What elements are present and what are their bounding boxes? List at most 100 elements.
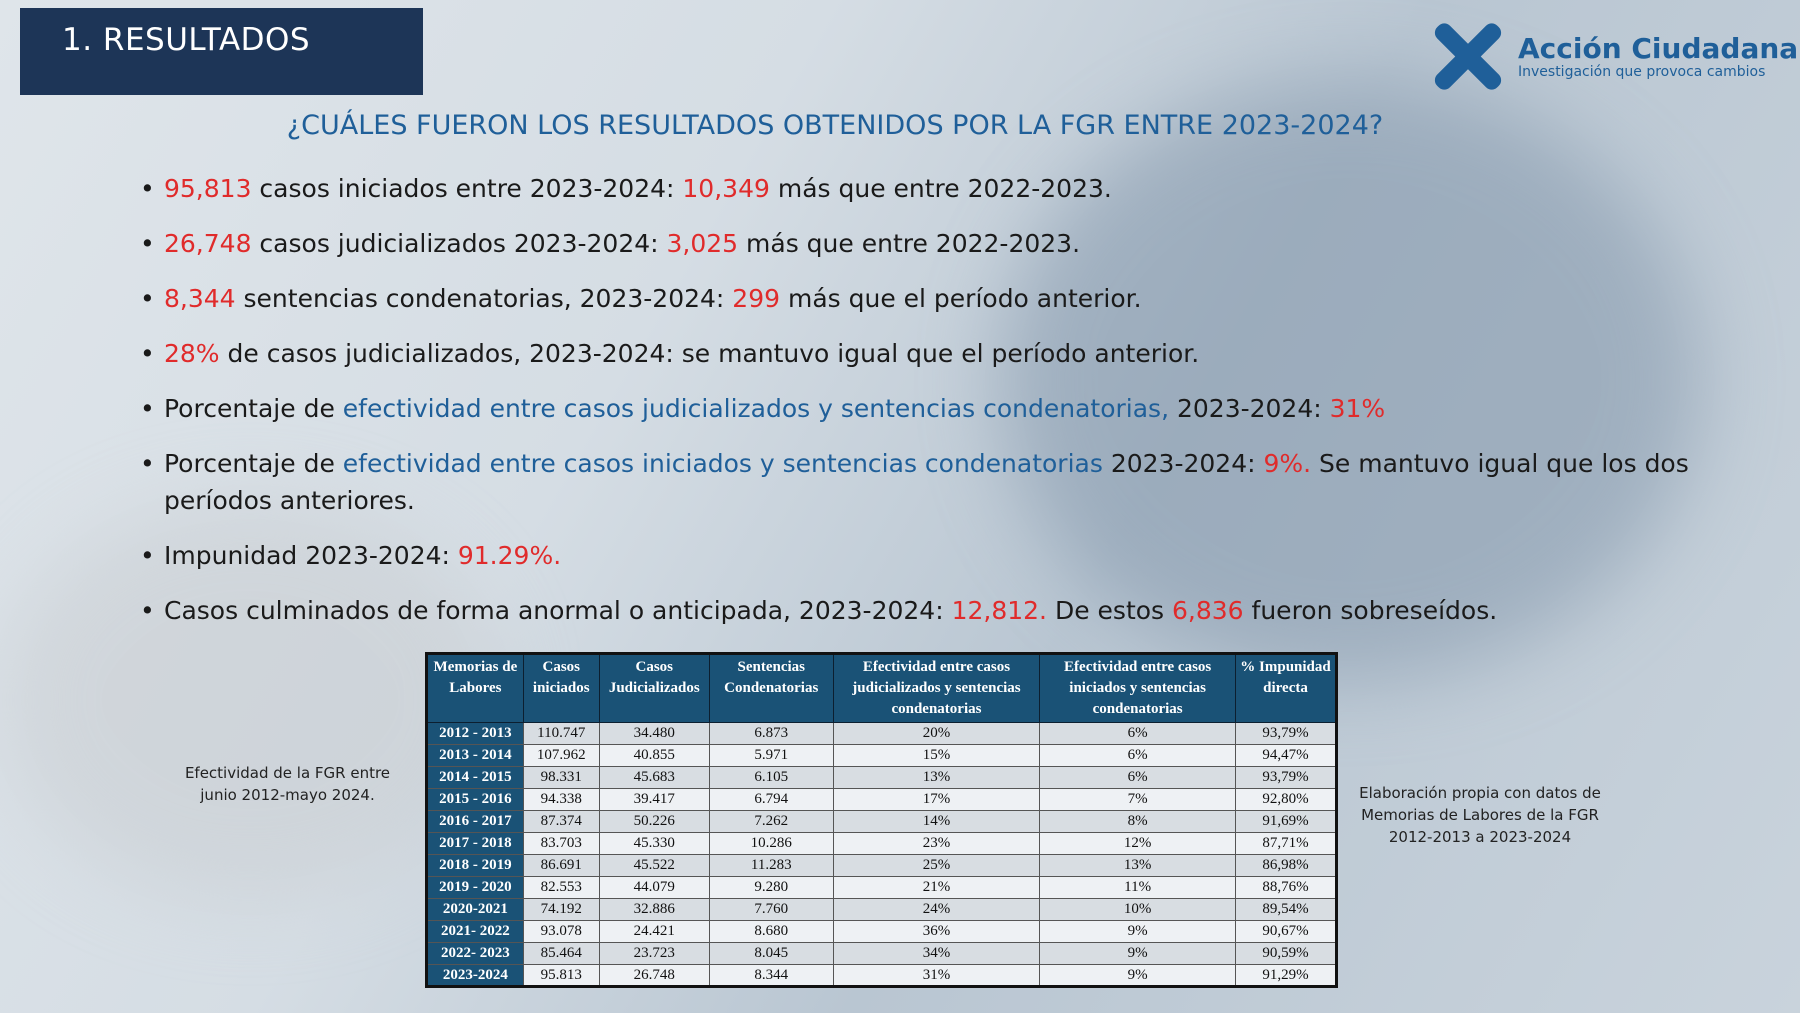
table-cell: 98.331 — [522, 766, 600, 789]
table-cell: 91,29% — [1235, 964, 1337, 987]
table-row: 2015 - 2016 94.338 39.417 6.794 17% 7% 92,80% — [426, 788, 1337, 811]
table-cell: 45.330 — [598, 832, 710, 855]
text: 2023-2024: — [1102, 449, 1264, 478]
highlight: efectividad entre casos judicializados y… — [342, 394, 1170, 423]
table-cell: 94,47% — [1235, 744, 1337, 767]
table-cell: 45.683 — [598, 766, 710, 789]
text: De estos — [1047, 596, 1173, 625]
table-cell: 5.971 — [708, 744, 834, 767]
table-row: 2012 - 2013 110.747 34.480 6.873 20% 6% 93,79% — [426, 722, 1337, 745]
table-cell: 9% — [1039, 942, 1236, 965]
period-cell: 2014 - 2015 — [426, 766, 524, 789]
table-row: 2019 - 2020 82.553 44.079 9.280 21% 11% 88,76% — [426, 876, 1337, 899]
text: sentencias condenatorias, 2023-2024: — [235, 284, 733, 313]
table-cell: 82.553 — [522, 876, 600, 899]
text: casos iniciados entre 2023-2024: — [251, 174, 683, 203]
value: 91.29%. — [457, 541, 562, 570]
table-cell: 87,71% — [1235, 832, 1337, 855]
table-cell: 9.280 — [708, 876, 834, 899]
table-row: 2020-2021 74.192 32.886 7.760 24% 10% 89,54% — [426, 898, 1337, 921]
column-header: Efectividad entre casos iniciados y sent… — [1039, 653, 1236, 723]
period-cell: 2016 - 2017 — [426, 810, 524, 833]
list-item: Casos culminados de forma anormal o anti… — [140, 592, 1690, 629]
value: 9%. — [1263, 449, 1312, 478]
value: 299 — [732, 284, 781, 313]
table-cell: 86,98% — [1235, 854, 1337, 877]
results-table: Memorias de Labores Casos iniciados Casos … — [425, 652, 1338, 988]
source-note: Elaboración propia con datos de Memorias… — [1359, 784, 1601, 846]
value: 12,812. — [951, 596, 1048, 625]
value: 6,836 — [1172, 596, 1244, 625]
value: 26,748 — [164, 229, 252, 258]
table-cell: 87.374 — [522, 810, 600, 833]
value: 3,025 — [666, 229, 739, 258]
text: Impunidad 2023-2024: — [164, 541, 458, 570]
text: casos judicializados 2023-2024: — [251, 229, 667, 258]
table-row: 2018 - 2019 86.691 45.522 11.283 25% 13% 86,98… — [426, 854, 1337, 877]
table-cell: 25% — [832, 854, 1041, 877]
table-cell: 13% — [832, 766, 1041, 789]
text: fueron sobreseídos. — [1243, 596, 1498, 625]
period-cell: 2018 - 2019 — [426, 854, 524, 877]
table-cell: 74.192 — [522, 898, 600, 921]
table-cell: 24.421 — [598, 920, 710, 943]
table-cell: 24% — [832, 898, 1041, 921]
table-row: 2021- 2022 93.078 24.421 8.680 36% 9% 90,67% — [426, 920, 1337, 943]
table-cell: 6% — [1039, 766, 1236, 789]
list-item: 95,813 casos iniciados entre 2023-2024: … — [140, 170, 1690, 207]
table-row: 2017 - 2018 83.703 45.330 10.286 23% 12% 87,71… — [426, 832, 1337, 855]
value: 31% — [1329, 394, 1386, 423]
table-cell: 92,80% — [1235, 788, 1337, 811]
logo-name: Acción Ciudadana — [1518, 31, 1799, 65]
table-cell: 6% — [1039, 722, 1236, 745]
value: 8,344 — [164, 284, 236, 313]
column-header: Efectividad entre casos judicializados y… — [832, 653, 1041, 723]
results-list: 95,813 casos iniciados entre 2023-2024: … — [140, 170, 1690, 647]
period-cell: 2017 - 2018 — [426, 832, 524, 855]
table-cell: 8.680 — [708, 920, 834, 943]
table-cell: 10.286 — [708, 832, 834, 855]
table-cell: 6.794 — [708, 788, 834, 811]
list-item: 8,344 sentencias condenatorias, 2023-202… — [140, 280, 1690, 317]
table-cell: 93,79% — [1235, 766, 1337, 789]
table-cell: 8% — [1039, 810, 1236, 833]
table-cell: 26.748 — [598, 964, 710, 987]
table-cell: 7% — [1039, 788, 1236, 811]
period-cell: 2013 - 2014 — [426, 744, 524, 767]
text: más que entre 2022-2023. — [738, 229, 1081, 258]
column-header: Casos Judicializados — [598, 653, 710, 723]
period-cell: 2015 - 2016 — [426, 788, 524, 811]
table-cell: 85.464 — [522, 942, 600, 965]
table-cell: 8.344 — [708, 964, 834, 987]
list-item: Impunidad 2023-2024: 91.29%. — [140, 537, 1690, 574]
text: Se mantuvo igual que los dos períodos an… — [164, 449, 1689, 515]
table-cell: 90,67% — [1235, 920, 1337, 943]
column-header: Casos iniciados — [522, 653, 600, 723]
text: más que entre 2022-2023. — [769, 174, 1112, 203]
table-cell: 6.873 — [708, 722, 834, 745]
table-cell: 14% — [832, 810, 1041, 833]
period-cell: 2022- 2023 — [426, 942, 524, 965]
value: 95,813 — [164, 174, 252, 203]
logo-hands-icon — [1425, 14, 1510, 99]
table-cell: 6.105 — [708, 766, 834, 789]
table-cell: 7.760 — [708, 898, 834, 921]
table-cell: 34.480 — [598, 722, 710, 745]
table-row: 2014 - 2015 98.331 45.683 6.105 13% 6% 93,79% — [426, 766, 1337, 789]
page-heading: ¿CUÁLES FUERON LOS RESULTADOS OBTENIDOS … — [286, 110, 1384, 141]
left-note: Efectividad de la FGR entre junio 2012-m… — [184, 764, 391, 804]
column-header: Memorias de Labores — [426, 653, 524, 723]
table-cell: 8.045 — [708, 942, 834, 965]
logo-tagline: Investigación que provoca cambios — [1518, 63, 1766, 80]
table-row: 2023-2024 95.813 26.748 8.344 31% 9% 91,29% — [426, 964, 1337, 987]
table-cell: 9% — [1039, 920, 1236, 943]
list-item: 26,748 casos judicializados 2023-2024: 3… — [140, 225, 1690, 262]
table-row: 2016 - 2017 87.374 50.226 7.262 14% 8% 91,69% — [426, 810, 1337, 833]
table-cell: 90,59% — [1235, 942, 1337, 965]
table-cell: 13% — [1039, 854, 1236, 877]
value: 10,349 — [682, 174, 770, 203]
table-cell: 50.226 — [598, 810, 710, 833]
table-cell: 93.078 — [522, 920, 600, 943]
column-header: % Impunidad directa — [1235, 653, 1337, 723]
table-cell: 31% — [832, 964, 1041, 987]
